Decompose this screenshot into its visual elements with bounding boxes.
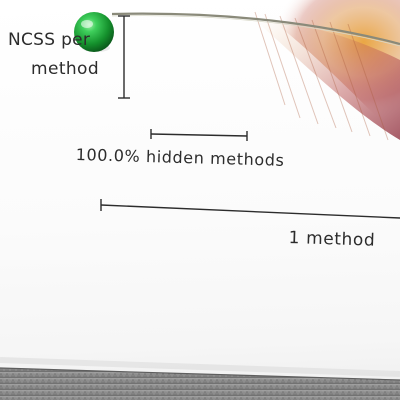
- one-method-label: 1 method: [288, 228, 376, 251]
- scale-bars: [100, 15, 400, 219]
- method-label: method: [31, 59, 100, 79]
- one-method-scale-bar: [100, 204, 400, 219]
- hidden-methods-scale-bar: [150, 133, 248, 137]
- feather: [111, 0, 400, 141]
- ncss-per-label: NCSS per: [8, 30, 91, 50]
- green-sphere: [74, 12, 114, 52]
- table-edge: [0, 357, 400, 400]
